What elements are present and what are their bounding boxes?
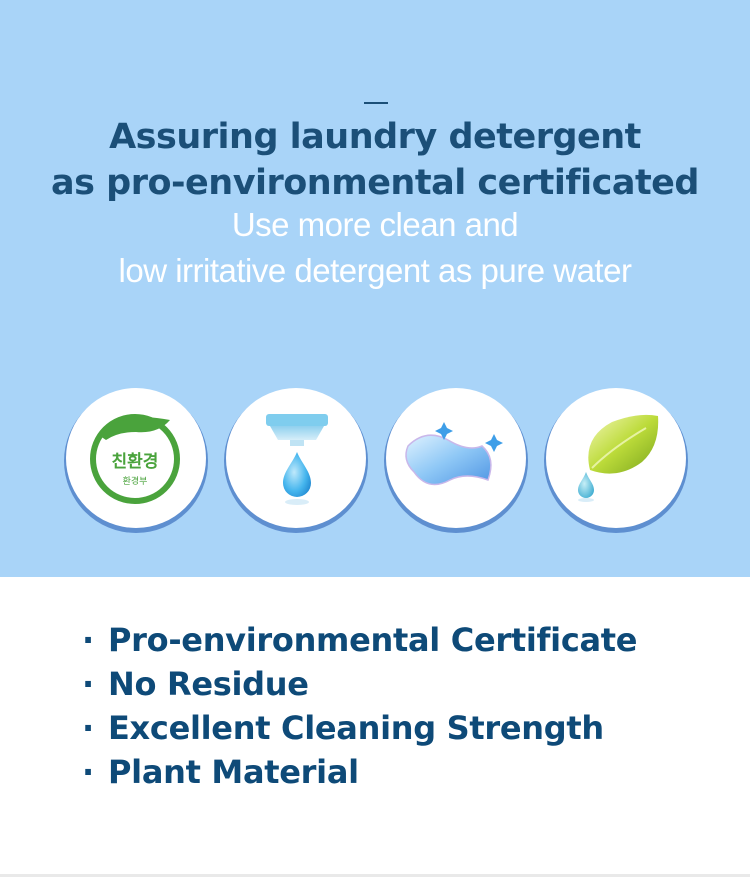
- feature-list: · Pro-environmental Certificate · No Resid…: [82, 618, 742, 794]
- list-item: · Plant Material: [82, 750, 742, 794]
- list-item: · Pro-environmental Certificate: [82, 618, 742, 662]
- eco-certification-mark-icon: 친환경 환경부: [66, 388, 206, 528]
- headline-line-2: as pro-environmental certificated: [51, 163, 699, 203]
- decorative-dash: [364, 102, 388, 104]
- leaf-drop-icon: [546, 388, 686, 528]
- feature-text: Pro-environmental Certificate: [108, 621, 638, 659]
- water-drop-dispenser-icon: [226, 388, 366, 528]
- feature-text: Excellent Cleaning Strength: [108, 709, 604, 747]
- subtitle-line-2: low irritative detergent as pure water: [118, 252, 632, 289]
- list-item: · No Residue: [82, 662, 742, 706]
- eco-mark-label: 친환경: [112, 452, 159, 472]
- bullet-dot: ·: [82, 753, 94, 791]
- feature-text: Plant Material: [108, 753, 359, 791]
- feature-text: No Residue: [108, 665, 309, 703]
- hero-section: Assuring laundry detergent as pro-enviro…: [0, 0, 750, 577]
- headline-line-1: Assuring laundry detergent: [109, 117, 641, 157]
- bullet-dot: ·: [82, 621, 94, 659]
- eco-mark-sublabel: 환경부: [123, 475, 148, 487]
- bottom-divider: [0, 874, 750, 877]
- list-item: · Excellent Cleaning Strength: [82, 706, 742, 750]
- subtitle-line-1: Use more clean and: [231, 206, 519, 243]
- clean-cloth-sparkle-icon: [386, 388, 526, 528]
- bullet-dot: ·: [82, 665, 94, 703]
- bullet-dot: ·: [82, 709, 94, 747]
